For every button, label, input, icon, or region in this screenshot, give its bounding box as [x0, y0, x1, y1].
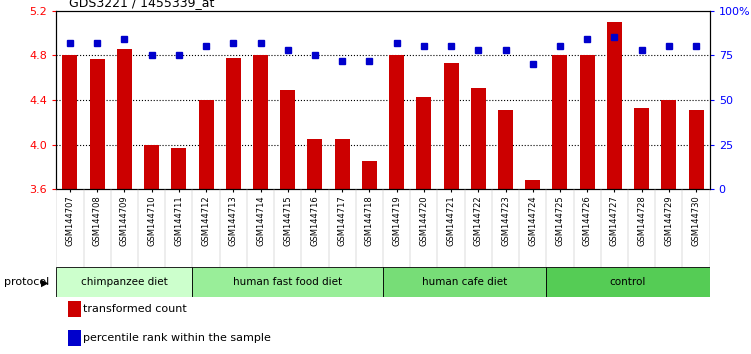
Bar — [662, 100, 677, 189]
Bar — [68, 301, 81, 317]
Bar — [553, 55, 568, 189]
Bar — [498, 110, 513, 189]
Text: transformed count: transformed count — [83, 304, 187, 314]
Text: chimpanzee diet: chimpanzee diet — [81, 277, 167, 287]
Bar — [253, 55, 268, 189]
Bar — [335, 139, 350, 189]
Text: human fast food diet: human fast food diet — [233, 277, 342, 287]
Bar — [144, 145, 159, 189]
Bar — [444, 63, 459, 189]
Bar — [383, 267, 547, 297]
Bar — [280, 90, 295, 189]
Bar — [171, 148, 186, 189]
Bar — [226, 58, 241, 189]
Bar — [634, 108, 649, 189]
Bar — [307, 139, 322, 189]
Bar — [62, 55, 77, 189]
Text: control: control — [610, 277, 646, 287]
Text: percentile rank within the sample: percentile rank within the sample — [83, 332, 271, 343]
Bar — [89, 59, 104, 189]
Text: GDS3221 / 1455339_at: GDS3221 / 1455339_at — [69, 0, 215, 10]
Bar — [198, 100, 213, 189]
Bar — [117, 48, 132, 189]
Bar — [68, 330, 81, 346]
Bar — [362, 161, 377, 189]
Text: ▶: ▶ — [41, 277, 49, 287]
Bar — [192, 267, 383, 297]
Bar — [56, 267, 192, 297]
Bar — [689, 110, 704, 189]
Bar — [547, 267, 710, 297]
Bar — [607, 22, 622, 189]
Bar — [580, 55, 595, 189]
Bar — [471, 88, 486, 189]
Bar — [389, 55, 404, 189]
Bar — [525, 181, 540, 189]
Text: human cafe diet: human cafe diet — [422, 277, 508, 287]
Bar — [416, 97, 431, 189]
Text: protocol: protocol — [4, 277, 49, 287]
